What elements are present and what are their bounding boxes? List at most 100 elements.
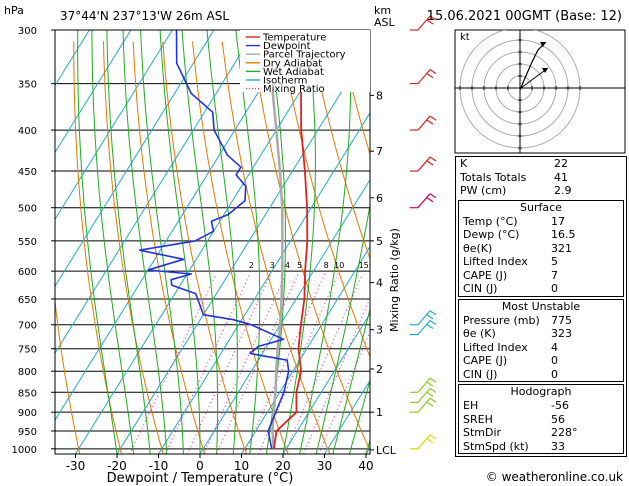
wind-barb-flag	[426, 401, 434, 407]
wet-adiabat	[348, 378, 370, 454]
location-label: 37°44'N 237°13'W 26m ASL	[60, 9, 229, 23]
most-unstable-label: Lifted Index	[463, 340, 528, 354]
isotherm--30	[75, 30, 339, 454]
pressure-label: 1000	[12, 445, 37, 456]
pressure-label: 700	[18, 321, 37, 332]
most-unstable-value: 0	[551, 354, 558, 367]
most-unstable-label: θe (K)	[463, 327, 496, 340]
dry-adiabat	[310, 41, 370, 261]
index-value: 41	[554, 170, 568, 184]
mixing-ratio-axis-title: Mixing Ratio (g/kg)	[388, 228, 401, 332]
isotherm--10	[158, 111, 370, 454]
wet-adiabat	[159, 30, 201, 454]
index-row: PW (cm) 2.9	[456, 184, 626, 198]
pressure-label: 800	[18, 367, 37, 378]
surface-value: 5	[551, 255, 558, 268]
km-label-top: km	[374, 4, 391, 17]
km-label: 4	[376, 277, 383, 290]
isotherm--70	[55, 30, 173, 221]
wet-adiabat	[206, 30, 238, 454]
wind-barb	[410, 434, 437, 450]
wind-barb-shaft	[417, 320, 431, 335]
surface-label: θe(K)	[463, 241, 493, 255]
wind-barb-flag	[429, 69, 437, 75]
legend-label-dry_adiabat: Dry Adiabat	[263, 58, 322, 69]
wind-barb-flag	[429, 15, 437, 21]
hodograph-stats-section: Hodograph EH -56 SREH 56 StmDir 228° StmSpd (k…	[458, 384, 624, 454]
mixing-ratio-line	[257, 273, 339, 454]
most-unstable-row: θe (K) 323	[459, 327, 623, 341]
wind-barb-shaft	[417, 115, 431, 131]
series-parcel	[262, 30, 284, 449]
km-label: 8	[376, 89, 383, 102]
km-label: 7	[376, 145, 383, 158]
wet-adiabat	[315, 202, 370, 454]
hodograph-storm-vector	[520, 67, 549, 89]
pressure-label: 550	[18, 237, 37, 248]
wet-adiabat	[299, 30, 352, 454]
series-temperature	[272, 30, 309, 449]
isotherm--110	[0, 30, 6, 454]
indices-top: K 22 Totals Totals 41 PW (cm) 2.9	[456, 157, 626, 198]
x-tick-label: -20	[107, 459, 127, 473]
wind-barb-flag	[429, 115, 437, 121]
mixing-ratio-label: 20	[377, 261, 387, 270]
isotherm--90	[55, 30, 90, 87]
mixing-ratio-label: 15	[359, 261, 369, 270]
wind-barb	[410, 193, 437, 209]
hodograph-unit-label: kt	[460, 32, 470, 43]
dry-adiabat	[221, 41, 331, 454]
plot-frame	[54, 29, 371, 455]
most-unstable-row: Lifted Index 4	[459, 341, 623, 355]
wind-barb-flag	[426, 381, 434, 387]
wet-adiabat	[140, 30, 184, 454]
wet-adiabat	[282, 30, 316, 454]
index-label: PW (cm)	[460, 184, 507, 197]
most-unstable-value: 4	[551, 340, 558, 354]
hodograph-arrow	[540, 42, 546, 47]
dry-adiabat	[132, 41, 206, 454]
wet-adiabat	[332, 307, 370, 454]
isotherm--60	[55, 30, 215, 288]
wet-adiabat	[181, 30, 219, 454]
hodograph-stat-value: 33	[551, 439, 565, 453]
most-unstable-label: Pressure (mb)	[463, 313, 540, 327]
legend-box	[240, 30, 370, 92]
wind-barb-flag	[426, 391, 434, 397]
surface-label: Temp (°C)	[463, 214, 518, 228]
mixing-ratio-label: 2	[249, 261, 254, 270]
most-unstable-row: CAPE (J) 0	[459, 354, 623, 368]
dry-adiabat	[103, 41, 164, 454]
surface-label: CIN (J)	[463, 282, 498, 295]
wind-barb-flag	[426, 197, 434, 203]
isotherm--50	[55, 30, 256, 355]
hodograph-stat-label: SREH	[463, 412, 493, 426]
wind-barb-flag	[426, 324, 434, 330]
surface-row: Temp (°C) 17	[459, 215, 623, 229]
x-tick-label: 10	[234, 459, 249, 473]
x-tick-label: 20	[275, 459, 290, 473]
mixing-ratio-line	[244, 273, 326, 454]
hodograph-stat-label: StmDir	[463, 426, 502, 439]
hpa-label: hPa	[4, 4, 24, 17]
pressure-label: 900	[18, 408, 37, 419]
index-value: 2.9	[554, 184, 572, 197]
legend-label-mixing_ratio: Mixing Ratio	[263, 84, 325, 95]
x-tick-label: -30	[66, 459, 86, 473]
legend-label-isotherm: Isotherm	[263, 76, 307, 87]
surface-row: Lifted Index 5	[459, 255, 623, 269]
wind-barb-shaft	[417, 434, 431, 450]
mixing-ratio-label: 10	[334, 261, 344, 270]
pressure-label: 300	[18, 26, 37, 37]
hodograph-stat-value: -56	[551, 399, 569, 412]
pressure-label: 400	[18, 126, 37, 137]
hodograph-plot	[455, 30, 625, 153]
pressure-label: 450	[18, 167, 37, 178]
isotherm--80	[55, 30, 132, 154]
wind-barb-flag	[426, 119, 434, 125]
wind-barb	[410, 69, 437, 85]
pressure-label: 850	[18, 388, 37, 399]
hodograph-stat-value: 56	[551, 412, 565, 426]
isotherm-0	[199, 178, 370, 454]
hodograph-stat-row: StmSpd (kt) 33	[459, 440, 623, 454]
